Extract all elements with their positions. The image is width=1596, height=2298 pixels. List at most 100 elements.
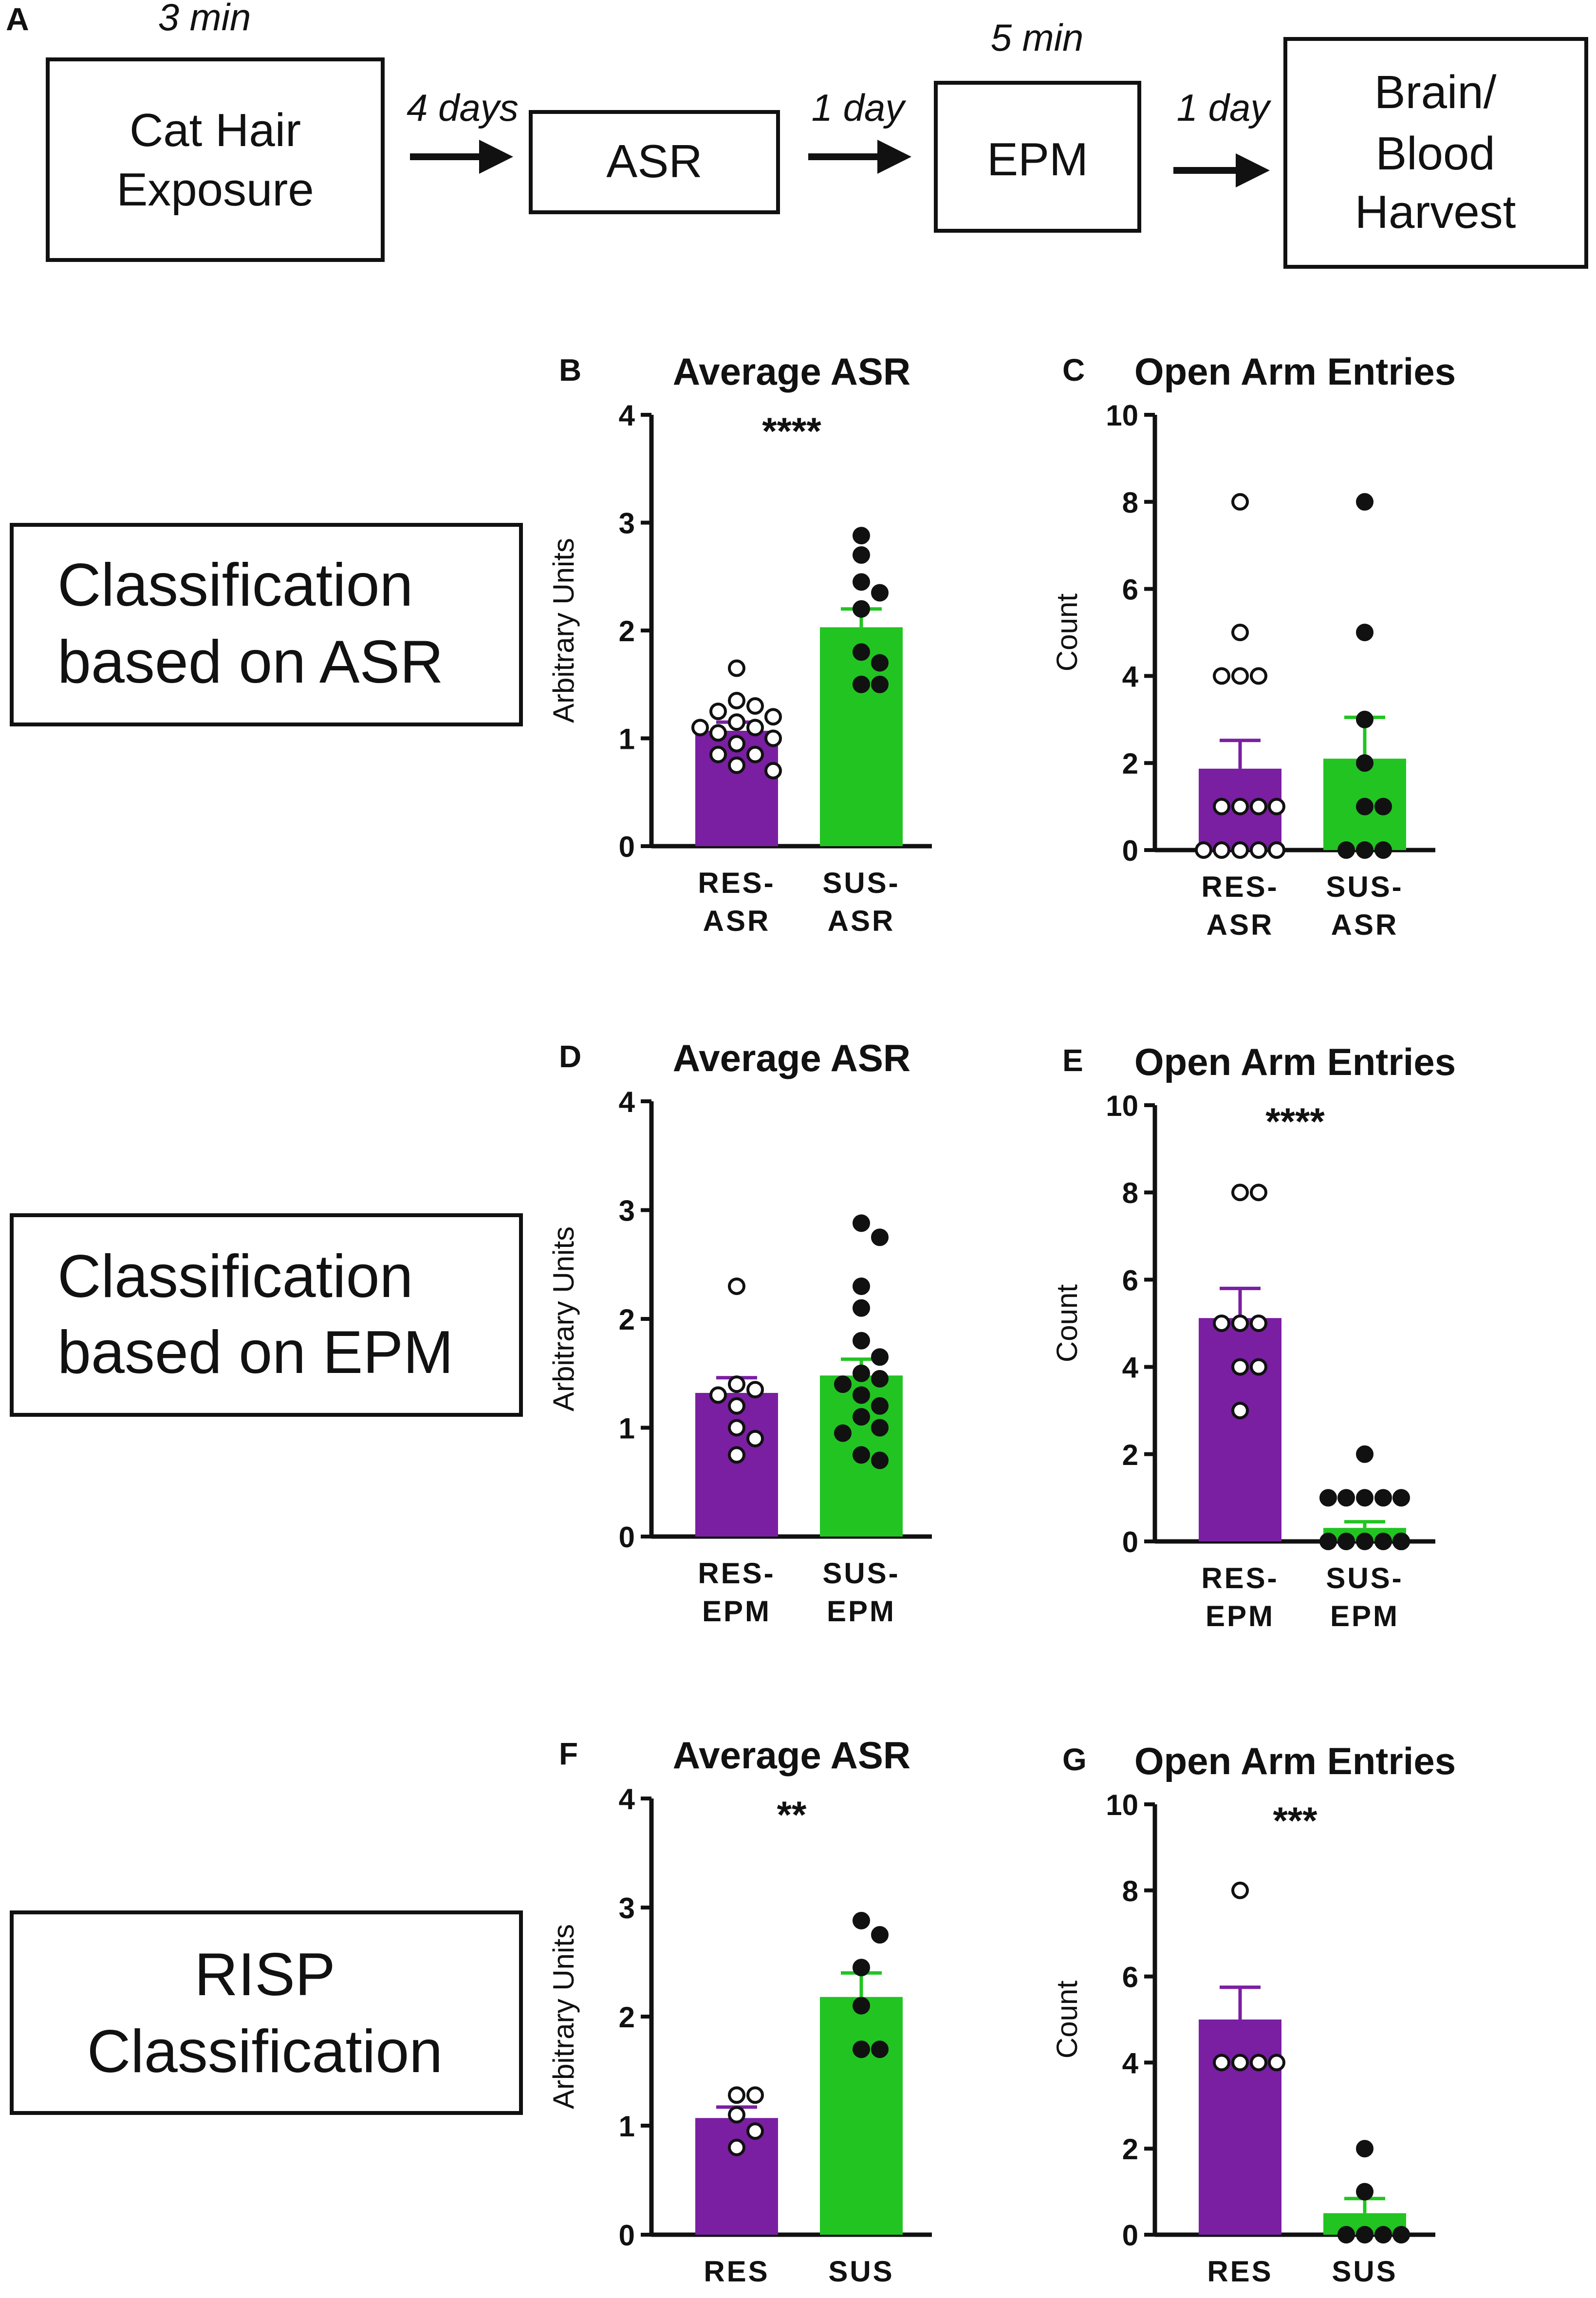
data-point (1268, 797, 1285, 815)
data-point (709, 1386, 727, 1404)
data-point (764, 729, 782, 747)
data-point (1392, 2226, 1410, 2243)
bar-sus (820, 1997, 903, 2235)
data-point (834, 1424, 852, 1442)
data-point (1337, 2226, 1355, 2243)
data-point (1231, 1402, 1249, 1420)
data-point (728, 2138, 745, 2156)
data-point (1356, 624, 1373, 641)
data-point (1319, 1489, 1337, 1507)
x-category-label: SUS- (1326, 871, 1403, 903)
x-category-label: RES- (698, 1557, 775, 1590)
significance-stars: **** (1265, 1100, 1325, 1143)
data-point (871, 1228, 889, 1246)
y-tick-label: 8 (1122, 1177, 1138, 1209)
data-point (728, 1397, 745, 1415)
data-point (871, 654, 889, 672)
chart-panel-g: G Open Arm Entries *** Count 0 2 4 6 8 10 RES SUS (1051, 1740, 1456, 2288)
data-point (728, 2106, 745, 2124)
y-axis-label: Arbitrary Units (547, 1226, 580, 1411)
data-point (1231, 1184, 1249, 1202)
data-point (853, 527, 870, 545)
y-axis-label: Arbitrary Units (547, 1924, 580, 2109)
data-point (1356, 1489, 1373, 1507)
step-label-cat-hair-line1: Cat Hair (130, 104, 301, 156)
y-tick-label: 6 (1122, 1264, 1138, 1297)
y-tick-label: 1 (619, 723, 635, 756)
arrow-label-1day-b: 1 day (1177, 86, 1272, 129)
data-point (728, 756, 745, 774)
data-point (871, 1419, 889, 1437)
data-point (1231, 841, 1249, 859)
data-point (871, 584, 889, 602)
x-category-label: SUS (1332, 2255, 1397, 2288)
y-tick-label: 3 (619, 507, 635, 540)
y-tick-label: 6 (1122, 574, 1138, 606)
x-category-label: SUS- (1326, 1562, 1403, 1594)
y-tick-label: 4 (619, 1086, 635, 1118)
data-point (853, 1959, 870, 1977)
data-point (1231, 624, 1249, 641)
y-tick-label: 0 (619, 831, 635, 863)
data-point (746, 1381, 764, 1399)
data-point (1250, 1315, 1267, 1332)
data-point (1356, 1445, 1373, 1463)
y-tick-label: 2 (619, 615, 635, 648)
y-tick-label: 2 (1122, 1439, 1138, 1471)
x-category-label: ASR (1331, 908, 1399, 941)
data-point (871, 1348, 889, 1366)
data-point (1268, 841, 1285, 859)
data-point (853, 1277, 870, 1295)
y-tick-label: 2 (1122, 747, 1138, 780)
data-point (1356, 2226, 1373, 2243)
chart-title: Open Arm Entries (1134, 350, 1456, 393)
chart-panel-b: B Average ASR **** Arbitrary Units 0 1 2 3 4 RES-… (547, 350, 932, 937)
data-point (1374, 841, 1392, 859)
panel-letter: B (559, 352, 581, 388)
panel-letter: C (1062, 352, 1085, 388)
x-category-label: RES- (698, 867, 775, 899)
data-point (709, 703, 727, 721)
data-point (728, 713, 745, 731)
data-point (746, 2086, 764, 2104)
y-tick-label: 2 (1122, 2133, 1138, 2166)
data-point (1231, 1315, 1249, 1332)
data-point (1356, 797, 1373, 815)
step-box-asr (529, 110, 780, 214)
timeline-arrow-1: 4 days (407, 86, 519, 174)
data-point (1213, 841, 1230, 859)
data-point (1374, 1533, 1392, 1550)
data-point (1356, 2140, 1373, 2158)
data-point (871, 675, 889, 693)
data-point (853, 600, 870, 618)
bar-res (1199, 2020, 1281, 2235)
data-point (728, 735, 745, 753)
x-category-label: ASR (828, 905, 895, 937)
data-point (853, 1299, 870, 1317)
step-label-harvest-line1: Brain/ (1374, 66, 1497, 118)
arrow-label-1day-a: 1 day (812, 86, 907, 129)
arrow-label-4days: 4 days (407, 86, 519, 129)
data-point (1374, 797, 1392, 815)
data-point (1250, 1358, 1267, 1376)
y-tick-label: 6 (1122, 1961, 1138, 1994)
chart-title: Average ASR (673, 1037, 910, 1079)
chart-title: Open Arm Entries (1134, 1040, 1456, 1083)
y-tick-label: 0 (619, 1521, 635, 1554)
data-point (1250, 2054, 1267, 2072)
data-point (764, 761, 782, 779)
data-point (853, 1364, 870, 1382)
data-point (853, 1408, 870, 1426)
data-point (1250, 1184, 1267, 1202)
y-tick-label: 0 (1122, 1526, 1138, 1558)
data-point (1250, 841, 1267, 859)
significance-stars: **** (762, 409, 821, 452)
y-tick-label: 4 (1122, 1352, 1139, 1384)
data-point (746, 697, 764, 715)
y-tick-label: 8 (1122, 1875, 1138, 1908)
data-point (1231, 797, 1249, 815)
y-tick-label: 4 (619, 399, 635, 432)
classification-box-risp: RISP Classification (10, 1910, 523, 2115)
step-label-epm: EPM (987, 133, 1088, 185)
